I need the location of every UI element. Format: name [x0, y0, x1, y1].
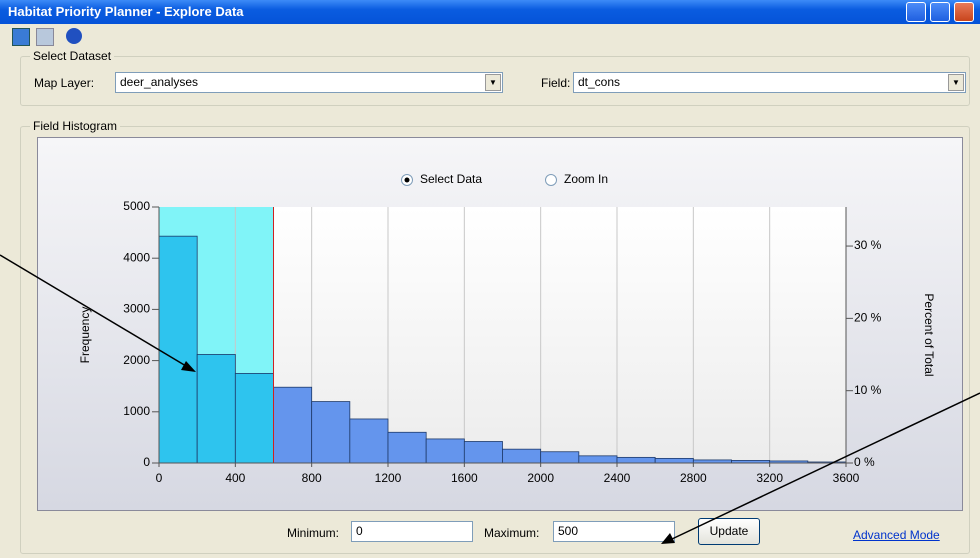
combo-value: dt_cons — [578, 75, 621, 89]
y2-tick-label: 0 % — [854, 455, 875, 469]
minimize-button[interactable] — [906, 2, 926, 22]
toolbar-icon[interactable] — [12, 28, 30, 46]
combo-arrow[interactable]: ▼ — [485, 74, 501, 91]
y-tick-label: 4000 — [123, 250, 150, 264]
radio-label[interactable]: Zoom In — [564, 172, 608, 186]
y-axis-label: Frequency — [78, 307, 92, 364]
advanced-mode-link[interactable]: Advanced Mode — [853, 528, 940, 542]
label: Map Layer: — [34, 76, 95, 90]
group-label: Select Dataset — [30, 49, 115, 63]
x-tick-label: 0 — [156, 471, 163, 485]
histogram-bar — [387, 431, 427, 464]
help-icon[interactable] — [66, 28, 82, 44]
histogram-bar — [502, 448, 542, 464]
map-layer-combo[interactable]: deer_analyses ▼ — [115, 72, 503, 93]
y-tick-label: 1000 — [123, 404, 150, 418]
histogram-bar — [463, 441, 503, 464]
x-tick-label: 800 — [302, 471, 322, 485]
toolbar-icon[interactable] — [36, 28, 54, 46]
histogram-bar — [654, 457, 694, 464]
maximize-button[interactable] — [930, 2, 950, 22]
x-tick-label: 1600 — [451, 471, 478, 485]
group-label: Field Histogram — [30, 119, 121, 133]
y2-axis-label: Percent of Total — [922, 293, 936, 376]
title-bar — [0, 0, 980, 24]
y-tick-label: 5000 — [123, 199, 150, 213]
y2-tick-label: 20 % — [854, 311, 882, 325]
window-title: Habitat Priority Planner - Explore Data — [8, 4, 244, 19]
x-tick-label: 400 — [225, 471, 245, 485]
histogram-bar — [540, 451, 580, 464]
x-tick-label: 2800 — [680, 471, 707, 485]
histogram-bar — [158, 235, 198, 464]
y2-tick-label: 10 % — [854, 383, 882, 397]
maximum-input[interactable]: 500 — [553, 521, 675, 542]
y2-tick-label: 30 % — [854, 238, 882, 252]
radio[interactable] — [545, 174, 557, 186]
histogram-bar — [616, 456, 656, 464]
close-button[interactable] — [954, 2, 974, 22]
x-tick-label: 3600 — [833, 471, 860, 485]
input-value: 500 — [558, 524, 579, 538]
radio-dot — [404, 177, 410, 183]
y-tick-label: 2000 — [123, 353, 150, 367]
radio-label[interactable]: Select Data — [420, 172, 482, 186]
histogram-bar — [349, 418, 389, 464]
histogram-bar — [311, 401, 351, 464]
combo-arrow[interactable]: ▼ — [948, 74, 964, 91]
histogram-bar — [234, 372, 274, 464]
label: Field: — [541, 76, 571, 90]
x-tick-label: 3200 — [756, 471, 783, 485]
field-combo[interactable]: dt_cons ▼ — [573, 72, 966, 93]
histogram-bar — [196, 354, 236, 464]
x-tick-label: 2400 — [604, 471, 631, 485]
label: Maximum: — [484, 526, 540, 540]
histogram-bar — [273, 386, 313, 464]
x-tick-label: 2000 — [527, 471, 554, 485]
histogram-bar — [425, 438, 465, 464]
histogram-bar — [578, 455, 618, 464]
combo-value: deer_analyses — [120, 75, 199, 89]
y-tick-label: 0 — [143, 455, 150, 469]
dataset-group — [20, 56, 970, 106]
minimum-input[interactable]: 0 — [351, 521, 473, 542]
input-value: 0 — [356, 524, 363, 538]
x-tick-label: 1200 — [375, 471, 402, 485]
update-button[interactable]: Update — [698, 518, 760, 545]
label: Minimum: — [287, 526, 340, 540]
y-tick-label: 3000 — [123, 302, 150, 316]
